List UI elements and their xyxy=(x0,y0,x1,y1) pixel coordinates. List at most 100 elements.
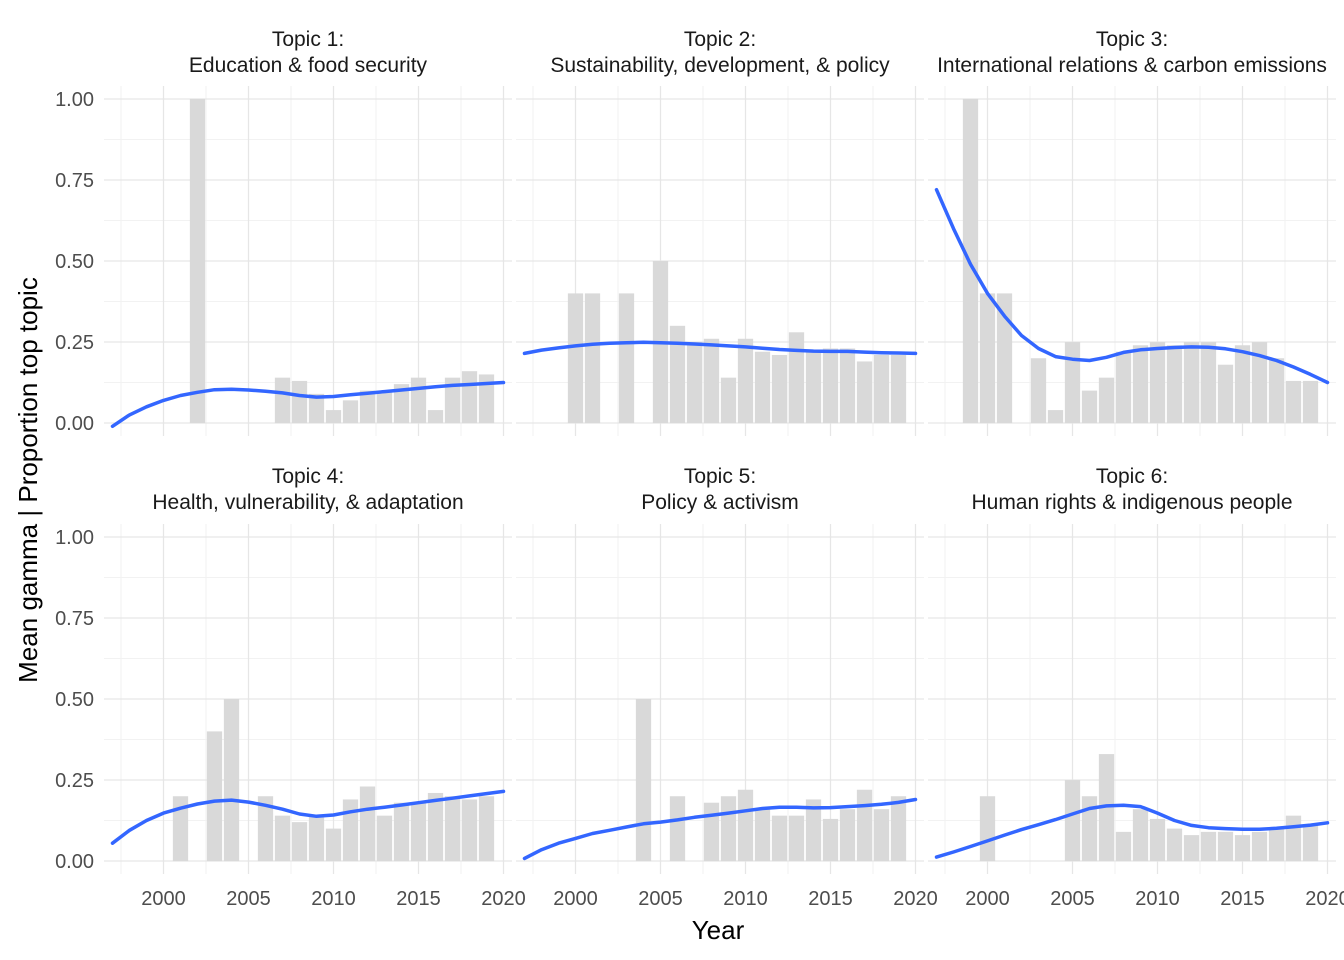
bar xyxy=(308,393,325,424)
y-tick-label: 0.75 xyxy=(55,608,94,630)
facet-panel-1: Topic 1: Education & food security 0.00 0.2… xyxy=(55,28,512,436)
bar xyxy=(1217,831,1234,862)
bar xyxy=(427,410,444,424)
bar xyxy=(737,789,754,862)
bar xyxy=(444,377,461,424)
facet-title-topic: Topic 2: xyxy=(684,28,756,51)
facet-panel-4: Topic 4: Health, vulnerability, & adaptat… xyxy=(55,465,526,910)
bar xyxy=(376,815,393,862)
bar xyxy=(669,325,686,424)
bar xyxy=(427,792,444,862)
bar xyxy=(1285,815,1302,862)
x-tick-label: 2010 xyxy=(723,888,768,910)
bar xyxy=(1115,831,1132,862)
bar xyxy=(444,796,461,862)
smooth-trend-line xyxy=(522,340,918,356)
facet-title-label: Human rights & indigenous people xyxy=(971,491,1292,514)
y-tick-label: 0.75 xyxy=(55,170,94,192)
bar xyxy=(1268,828,1285,862)
bar xyxy=(359,390,376,424)
bar xyxy=(1183,342,1200,424)
facet-panels: Topic 1: Education & food security 0.00 0.2… xyxy=(55,28,1344,910)
bar xyxy=(584,293,601,424)
bar xyxy=(291,822,308,862)
bar xyxy=(461,799,478,862)
bar xyxy=(325,410,342,424)
facet-panel-3: Topic 3: International relations & carbon… xyxy=(928,28,1336,436)
bar xyxy=(1200,342,1217,424)
x-tick-label: 2015 xyxy=(1220,888,1265,910)
x-tick-label: 2000 xyxy=(965,888,1010,910)
bar xyxy=(788,815,805,862)
bar xyxy=(1217,364,1234,424)
bar xyxy=(771,354,788,424)
bar xyxy=(291,380,308,424)
smooth-trend-line xyxy=(110,380,506,429)
y-tick-label: 0.25 xyxy=(55,770,94,792)
x-tick-label: 2005 xyxy=(1050,888,1095,910)
bar xyxy=(223,699,240,862)
bar xyxy=(478,796,495,862)
bar xyxy=(856,789,873,862)
y-tick-label: 0.50 xyxy=(55,689,94,711)
bar xyxy=(873,354,890,424)
bar xyxy=(1166,828,1183,862)
bar xyxy=(856,361,873,424)
bar xyxy=(1234,835,1251,862)
bar xyxy=(1302,825,1319,862)
facet-title-topic: Topic 4: xyxy=(272,465,344,488)
bar xyxy=(890,354,907,424)
y-tick-label: 1.00 xyxy=(55,527,94,549)
facet-title-label: Policy & activism xyxy=(641,491,799,514)
bar xyxy=(979,293,996,424)
bar xyxy=(393,802,410,862)
facet-title-label: Health, vulnerability, & adaptation xyxy=(152,491,463,514)
bar xyxy=(461,371,478,424)
x-tick-label: 2020 xyxy=(893,888,938,910)
x-tick-label: 2020 xyxy=(1305,888,1344,910)
bar xyxy=(618,293,635,424)
bar xyxy=(274,377,291,424)
bar xyxy=(1149,342,1166,424)
bar xyxy=(172,796,189,862)
bar xyxy=(1268,358,1285,424)
bar xyxy=(1251,831,1268,862)
bar xyxy=(979,796,996,862)
x-tick-label: 2015 xyxy=(396,888,441,910)
x-tick-label: 2010 xyxy=(1135,888,1180,910)
x-axis-title: Year xyxy=(692,915,745,945)
bar xyxy=(1183,835,1200,862)
bar xyxy=(410,377,427,424)
smooth-trend-line xyxy=(934,187,1330,385)
bar xyxy=(822,818,839,862)
smooth-trend-line xyxy=(110,789,506,845)
bar xyxy=(1115,351,1132,424)
bar xyxy=(1047,410,1064,424)
facet-title-topic: Topic 3: xyxy=(1096,28,1168,51)
bar xyxy=(1132,345,1149,424)
bar xyxy=(873,809,890,862)
bar xyxy=(805,799,822,862)
bar xyxy=(805,351,822,424)
y-tick-label: 0.00 xyxy=(55,851,94,873)
bar xyxy=(308,815,325,862)
bar xyxy=(1251,342,1268,424)
bar xyxy=(754,351,771,424)
facet-title-topic: Topic 1: xyxy=(272,28,344,51)
bar xyxy=(839,809,856,862)
x-tick-label: 2005 xyxy=(638,888,683,910)
y-tick-label: 1.00 xyxy=(55,89,94,111)
bar xyxy=(410,802,427,862)
y-tick-label: 0.00 xyxy=(55,413,94,435)
x-tick-label: 2000 xyxy=(553,888,598,910)
bar xyxy=(567,293,584,424)
bar xyxy=(720,796,737,862)
bar xyxy=(1030,358,1047,424)
bar xyxy=(1132,809,1149,862)
bar xyxy=(1081,390,1098,424)
bar xyxy=(376,390,393,424)
bar xyxy=(274,815,291,862)
bar xyxy=(669,796,686,862)
bar xyxy=(737,338,754,424)
